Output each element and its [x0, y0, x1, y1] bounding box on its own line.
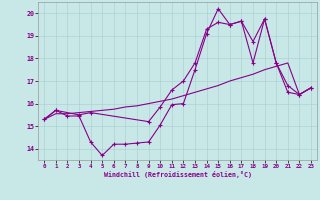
- X-axis label: Windchill (Refroidissement éolien,°C): Windchill (Refroidissement éolien,°C): [104, 171, 252, 178]
